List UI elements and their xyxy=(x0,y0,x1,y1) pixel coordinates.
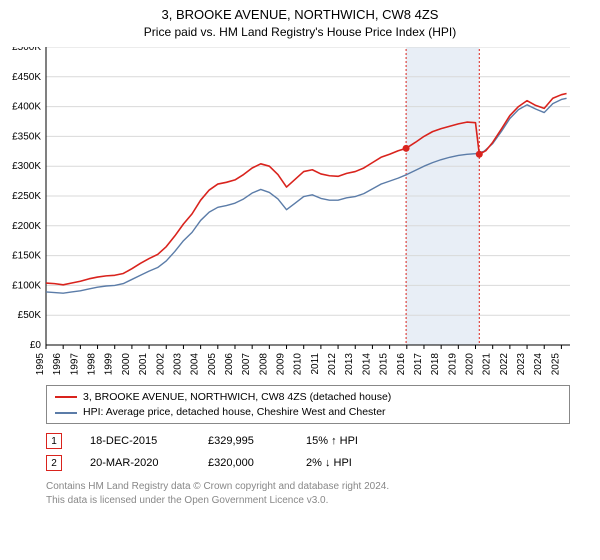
legend-label: 3, BROOKE AVENUE, NORTHWICH, CW8 4ZS (de… xyxy=(83,390,391,406)
marker-badge: 2 xyxy=(46,455,62,471)
svg-text:1996: 1996 xyxy=(52,352,63,375)
chart-subtitle: Price paid vs. HM Land Registry's House … xyxy=(0,24,600,39)
marker-table: 1 18-DEC-2015 £329,995 15% ↑ HPI 2 20-MA… xyxy=(46,430,570,474)
legend-label: HPI: Average price, detached house, Ches… xyxy=(83,405,386,421)
marker-row: 1 18-DEC-2015 £329,995 15% ↑ HPI xyxy=(46,430,570,452)
marker-diff: 15% ↑ HPI xyxy=(306,435,386,447)
svg-text:2002: 2002 xyxy=(155,352,166,375)
svg-text:£100K: £100K xyxy=(12,280,41,291)
svg-text:2009: 2009 xyxy=(276,352,287,375)
svg-text:2011: 2011 xyxy=(310,352,321,374)
svg-text:2017: 2017 xyxy=(413,352,424,375)
svg-text:2014: 2014 xyxy=(361,352,372,375)
svg-text:2005: 2005 xyxy=(207,352,218,375)
svg-text:1997: 1997 xyxy=(69,352,80,375)
footer-attribution: Contains HM Land Registry data © Crown c… xyxy=(46,480,570,507)
svg-text:2020: 2020 xyxy=(465,352,476,375)
svg-text:£0: £0 xyxy=(30,340,42,351)
svg-text:2025: 2025 xyxy=(550,352,561,375)
svg-text:2018: 2018 xyxy=(430,352,441,375)
svg-text:£450K: £450K xyxy=(12,71,41,82)
svg-text:2006: 2006 xyxy=(224,352,235,375)
marker-date: 20-MAR-2020 xyxy=(90,457,180,469)
legend-box: 3, BROOKE AVENUE, NORTHWICH, CW8 4ZS (de… xyxy=(46,385,570,425)
svg-text:1995: 1995 xyxy=(35,352,46,375)
svg-text:£50K: £50K xyxy=(18,310,42,321)
footer-line: Contains HM Land Registry data © Crown c… xyxy=(46,480,570,494)
svg-text:£150K: £150K xyxy=(12,250,41,261)
svg-text:£350K: £350K xyxy=(12,131,41,142)
marker-badge: 1 xyxy=(46,433,62,449)
svg-text:2008: 2008 xyxy=(258,352,269,375)
svg-text:2003: 2003 xyxy=(172,352,183,375)
svg-text:£200K: £200K xyxy=(12,220,41,231)
svg-text:2015: 2015 xyxy=(379,352,390,375)
marker-price: £320,000 xyxy=(208,457,278,469)
marker-diff: 2% ↓ HPI xyxy=(306,457,386,469)
legend-item: 3, BROOKE AVENUE, NORTHWICH, CW8 4ZS (de… xyxy=(55,390,561,406)
svg-text:£250K: £250K xyxy=(12,191,41,202)
legend-item: HPI: Average price, detached house, Ches… xyxy=(55,405,561,421)
svg-text:2024: 2024 xyxy=(533,352,544,375)
chart-container: 3, BROOKE AVENUE, NORTHWICH, CW8 4ZS Pri… xyxy=(0,0,600,560)
svg-text:2023: 2023 xyxy=(516,352,527,375)
svg-text:2012: 2012 xyxy=(327,352,338,375)
svg-text:2001: 2001 xyxy=(138,352,149,375)
svg-text:£500K: £500K xyxy=(12,47,41,53)
svg-text:£400K: £400K xyxy=(12,101,41,112)
svg-text:2000: 2000 xyxy=(121,352,132,375)
svg-text:2004: 2004 xyxy=(190,352,201,375)
legend-swatch xyxy=(55,412,77,414)
marker-date: 18-DEC-2015 xyxy=(90,435,180,447)
legend-swatch xyxy=(55,396,77,398)
svg-text:1999: 1999 xyxy=(104,352,115,375)
marker-row: 2 20-MAR-2020 £320,000 2% ↓ HPI xyxy=(46,452,570,474)
svg-text:2016: 2016 xyxy=(396,352,407,375)
svg-text:2021: 2021 xyxy=(482,352,493,375)
line-chart-svg: £0 £50K £100K £150K £200K £250K £300K £350K £400… xyxy=(0,47,600,377)
svg-text:2022: 2022 xyxy=(499,352,510,375)
svg-text:2013: 2013 xyxy=(344,352,355,375)
chart-plot-area: £0 £50K £100K £150K £200K £250K £300K £350K £400… xyxy=(0,47,600,377)
svg-text:2019: 2019 xyxy=(447,352,458,375)
svg-text:1998: 1998 xyxy=(87,352,98,375)
footer-line: This data is licensed under the Open Gov… xyxy=(46,494,570,508)
chart-title: 3, BROOKE AVENUE, NORTHWICH, CW8 4ZS xyxy=(0,0,600,24)
svg-text:2007: 2007 xyxy=(241,352,252,375)
marker-price: £329,995 xyxy=(208,435,278,447)
svg-text:£300K: £300K xyxy=(12,161,41,172)
svg-text:2010: 2010 xyxy=(293,352,304,375)
